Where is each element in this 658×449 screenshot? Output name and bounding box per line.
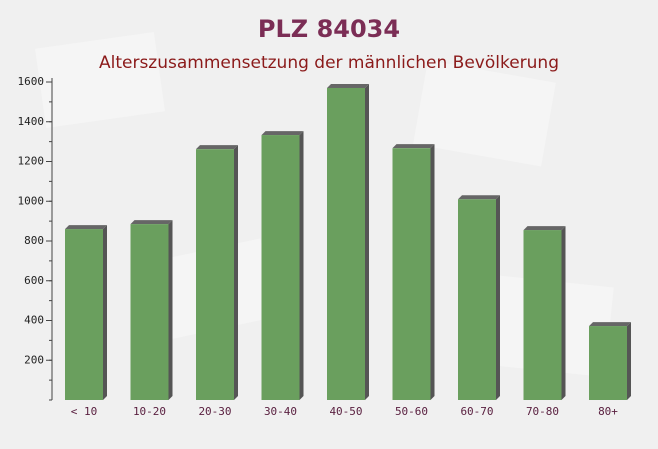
bar-shadow-top <box>196 145 238 150</box>
bar <box>327 87 365 401</box>
x-tick-label: 10-20 <box>133 405 166 418</box>
x-tick-label: < 10 <box>71 405 98 418</box>
y-tick-label: 1200 <box>18 155 45 168</box>
bar-shadow-top <box>392 144 435 149</box>
bar-shadow <box>430 144 435 400</box>
bar-shadow-top <box>458 195 500 200</box>
y-tick-label: 400 <box>24 314 44 327</box>
bar-shadow-top <box>261 131 304 136</box>
bar-shadow <box>168 220 173 400</box>
bar <box>392 148 431 400</box>
bar-shadow-top <box>65 225 107 230</box>
y-tick-label: 600 <box>24 274 44 287</box>
x-tick-label: 80+ <box>598 405 618 418</box>
bar-shadow <box>496 195 500 400</box>
bar <box>65 229 103 400</box>
bar-shadow <box>561 226 566 400</box>
x-tick-label: 20-30 <box>198 405 231 418</box>
bar-shadow <box>627 322 631 400</box>
y-tick-label: 1600 <box>18 75 45 88</box>
chart-title: PLZ 84034 <box>258 15 400 43</box>
bar-shadow <box>299 131 304 400</box>
bar-shadow <box>234 145 238 400</box>
x-tick-label: 30-40 <box>264 405 297 418</box>
bar <box>196 149 234 400</box>
bar-shadow-top <box>130 220 173 225</box>
bar <box>130 224 169 400</box>
y-tick-label: 1000 <box>18 194 45 207</box>
x-tick-label: 40-50 <box>329 405 362 418</box>
x-tick-label: 70-80 <box>526 405 559 418</box>
bar-shadow-top <box>327 83 369 88</box>
y-tick-label: 200 <box>24 353 44 366</box>
bar-shadow-top <box>589 322 631 327</box>
chart-subtitle: Alterszusammensetzung der männlichen Bev… <box>99 53 559 73</box>
bar-shadow <box>365 83 369 401</box>
x-tick-label: 60-70 <box>460 405 493 418</box>
x-tick-label: 50-60 <box>395 405 428 418</box>
y-tick-label: 1400 <box>18 115 45 128</box>
y-tick-label: 800 <box>24 234 44 247</box>
bar <box>261 135 300 400</box>
bar-shadow <box>103 225 107 400</box>
bar <box>523 230 562 400</box>
bar <box>589 326 627 400</box>
bar <box>458 199 496 400</box>
bar-shadow-top <box>523 226 566 231</box>
